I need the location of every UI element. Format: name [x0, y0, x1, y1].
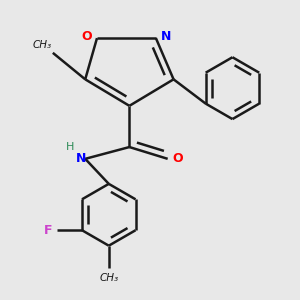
Text: N: N	[161, 30, 171, 43]
Text: O: O	[81, 30, 92, 43]
Text: F: F	[44, 224, 52, 237]
Text: O: O	[173, 152, 183, 165]
Text: N: N	[76, 152, 86, 165]
Text: H: H	[66, 142, 75, 152]
Text: CH₃: CH₃	[33, 40, 52, 50]
Text: CH₃: CH₃	[99, 273, 118, 283]
